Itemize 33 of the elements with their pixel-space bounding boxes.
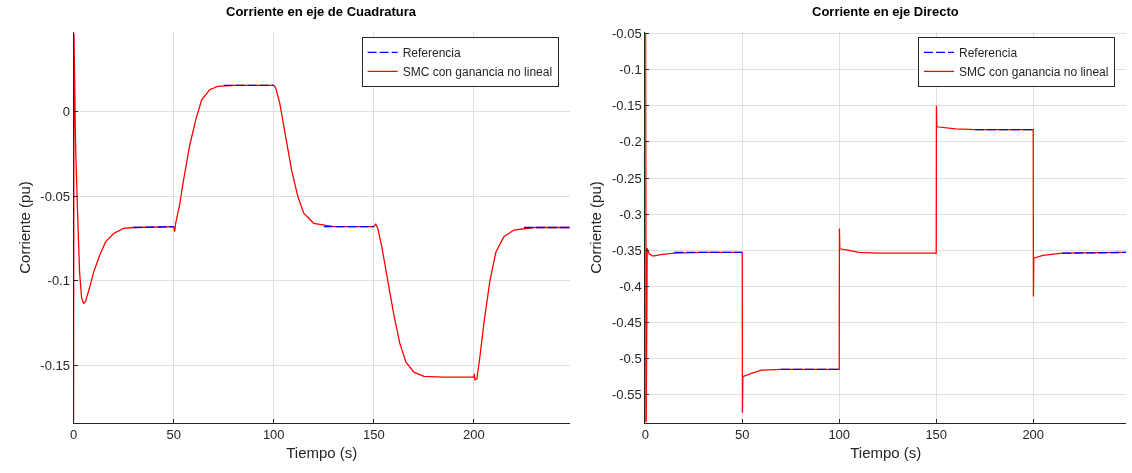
y-tick-label: -0.35 [612, 242, 642, 258]
y-tick-label: -0.05 [40, 188, 70, 204]
y-tick-label: -0.3 [619, 206, 642, 222]
y-tick-label: -0.5 [619, 351, 642, 367]
x-tick-label: 100 [828, 427, 851, 443]
y-axis-title: Corriente (pu) [587, 181, 605, 274]
y-tick-label: -0.4 [619, 278, 642, 294]
y-tick-label: 0 [62, 104, 70, 120]
y-tick-label: -0.15 [612, 98, 642, 114]
y-tick-label: -0.45 [612, 315, 642, 331]
legend-label: Referencia [402, 46, 461, 61]
x-axis-title: Tiempo (s) [286, 444, 358, 462]
chart-title: Corriente en eje Directo [812, 4, 959, 19]
x-tick-label: 200 [463, 427, 485, 443]
y-tick-label: -0.1 [619, 62, 642, 78]
y-tick-label: -0.15 [40, 357, 70, 373]
chart-title: Corriente en eje de Cuadratura [226, 4, 417, 19]
x-tick-label: 100 [262, 427, 285, 443]
x-tick-label: 50 [735, 427, 750, 443]
y-tick-label: -0.1 [47, 273, 70, 289]
x-axis-title: Tiempo (s) [850, 444, 922, 462]
x-tick-label: 200 [1022, 427, 1045, 443]
x-tick-label: 150 [362, 427, 385, 443]
y-axis-title: Corriente (pu) [15, 181, 33, 274]
legend-label: Referencia [959, 46, 1018, 61]
y-tick-label: -0.2 [619, 134, 642, 150]
x-tick-label: 150 [925, 427, 948, 443]
legend-label: SMC con ganancia no lineal [402, 65, 553, 80]
legend-label: SMC con ganancia no lineal [959, 65, 1109, 80]
y-tick-label: -0.25 [612, 170, 642, 186]
y-tick-label: -0.55 [612, 387, 642, 403]
y-tick-label: -0.05 [612, 26, 642, 42]
x-tick-label: 50 [166, 427, 181, 443]
